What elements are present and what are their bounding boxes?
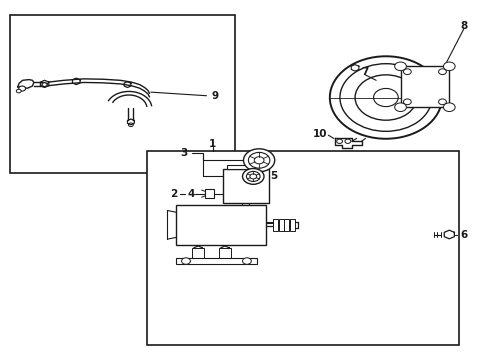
Bar [147, 151, 458, 345]
Bar [10, 15, 234, 173]
Circle shape [354, 75, 416, 120]
Circle shape [373, 89, 397, 107]
Circle shape [443, 103, 454, 112]
Bar [205, 189, 214, 198]
Text: 6: 6 [459, 230, 467, 239]
Circle shape [403, 99, 410, 105]
Text: 3: 3 [180, 148, 187, 158]
Circle shape [243, 149, 274, 172]
Circle shape [438, 99, 446, 105]
Circle shape [242, 168, 264, 184]
Circle shape [344, 139, 350, 143]
Circle shape [16, 89, 21, 93]
Circle shape [339, 64, 431, 131]
Circle shape [443, 62, 454, 71]
Circle shape [438, 69, 446, 75]
Text: 2: 2 [170, 189, 177, 199]
Text: 1: 1 [209, 139, 216, 149]
Circle shape [403, 69, 410, 75]
Circle shape [242, 258, 251, 264]
Text: 9: 9 [211, 91, 218, 101]
Text: 7: 7 [361, 67, 368, 77]
Circle shape [248, 152, 269, 168]
Bar [400, 66, 448, 107]
Text: 8: 8 [459, 21, 467, 31]
Circle shape [336, 139, 342, 143]
Bar [192, 248, 203, 259]
Bar [176, 205, 266, 244]
Circle shape [329, 56, 441, 139]
Circle shape [394, 62, 406, 71]
Circle shape [181, 258, 190, 264]
Bar [290, 219, 295, 230]
Bar [176, 258, 256, 264]
Text: 10: 10 [312, 129, 326, 139]
Text: 5: 5 [269, 171, 277, 181]
Circle shape [249, 174, 256, 179]
Bar [227, 165, 264, 169]
Bar [272, 219, 277, 230]
Circle shape [394, 103, 406, 112]
Bar [218, 248, 231, 259]
Circle shape [128, 123, 133, 127]
Bar [278, 219, 283, 230]
Bar [222, 169, 268, 203]
Text: 4: 4 [187, 189, 194, 199]
Circle shape [254, 157, 264, 164]
Bar [284, 219, 289, 230]
Circle shape [19, 86, 25, 91]
Circle shape [246, 171, 260, 181]
